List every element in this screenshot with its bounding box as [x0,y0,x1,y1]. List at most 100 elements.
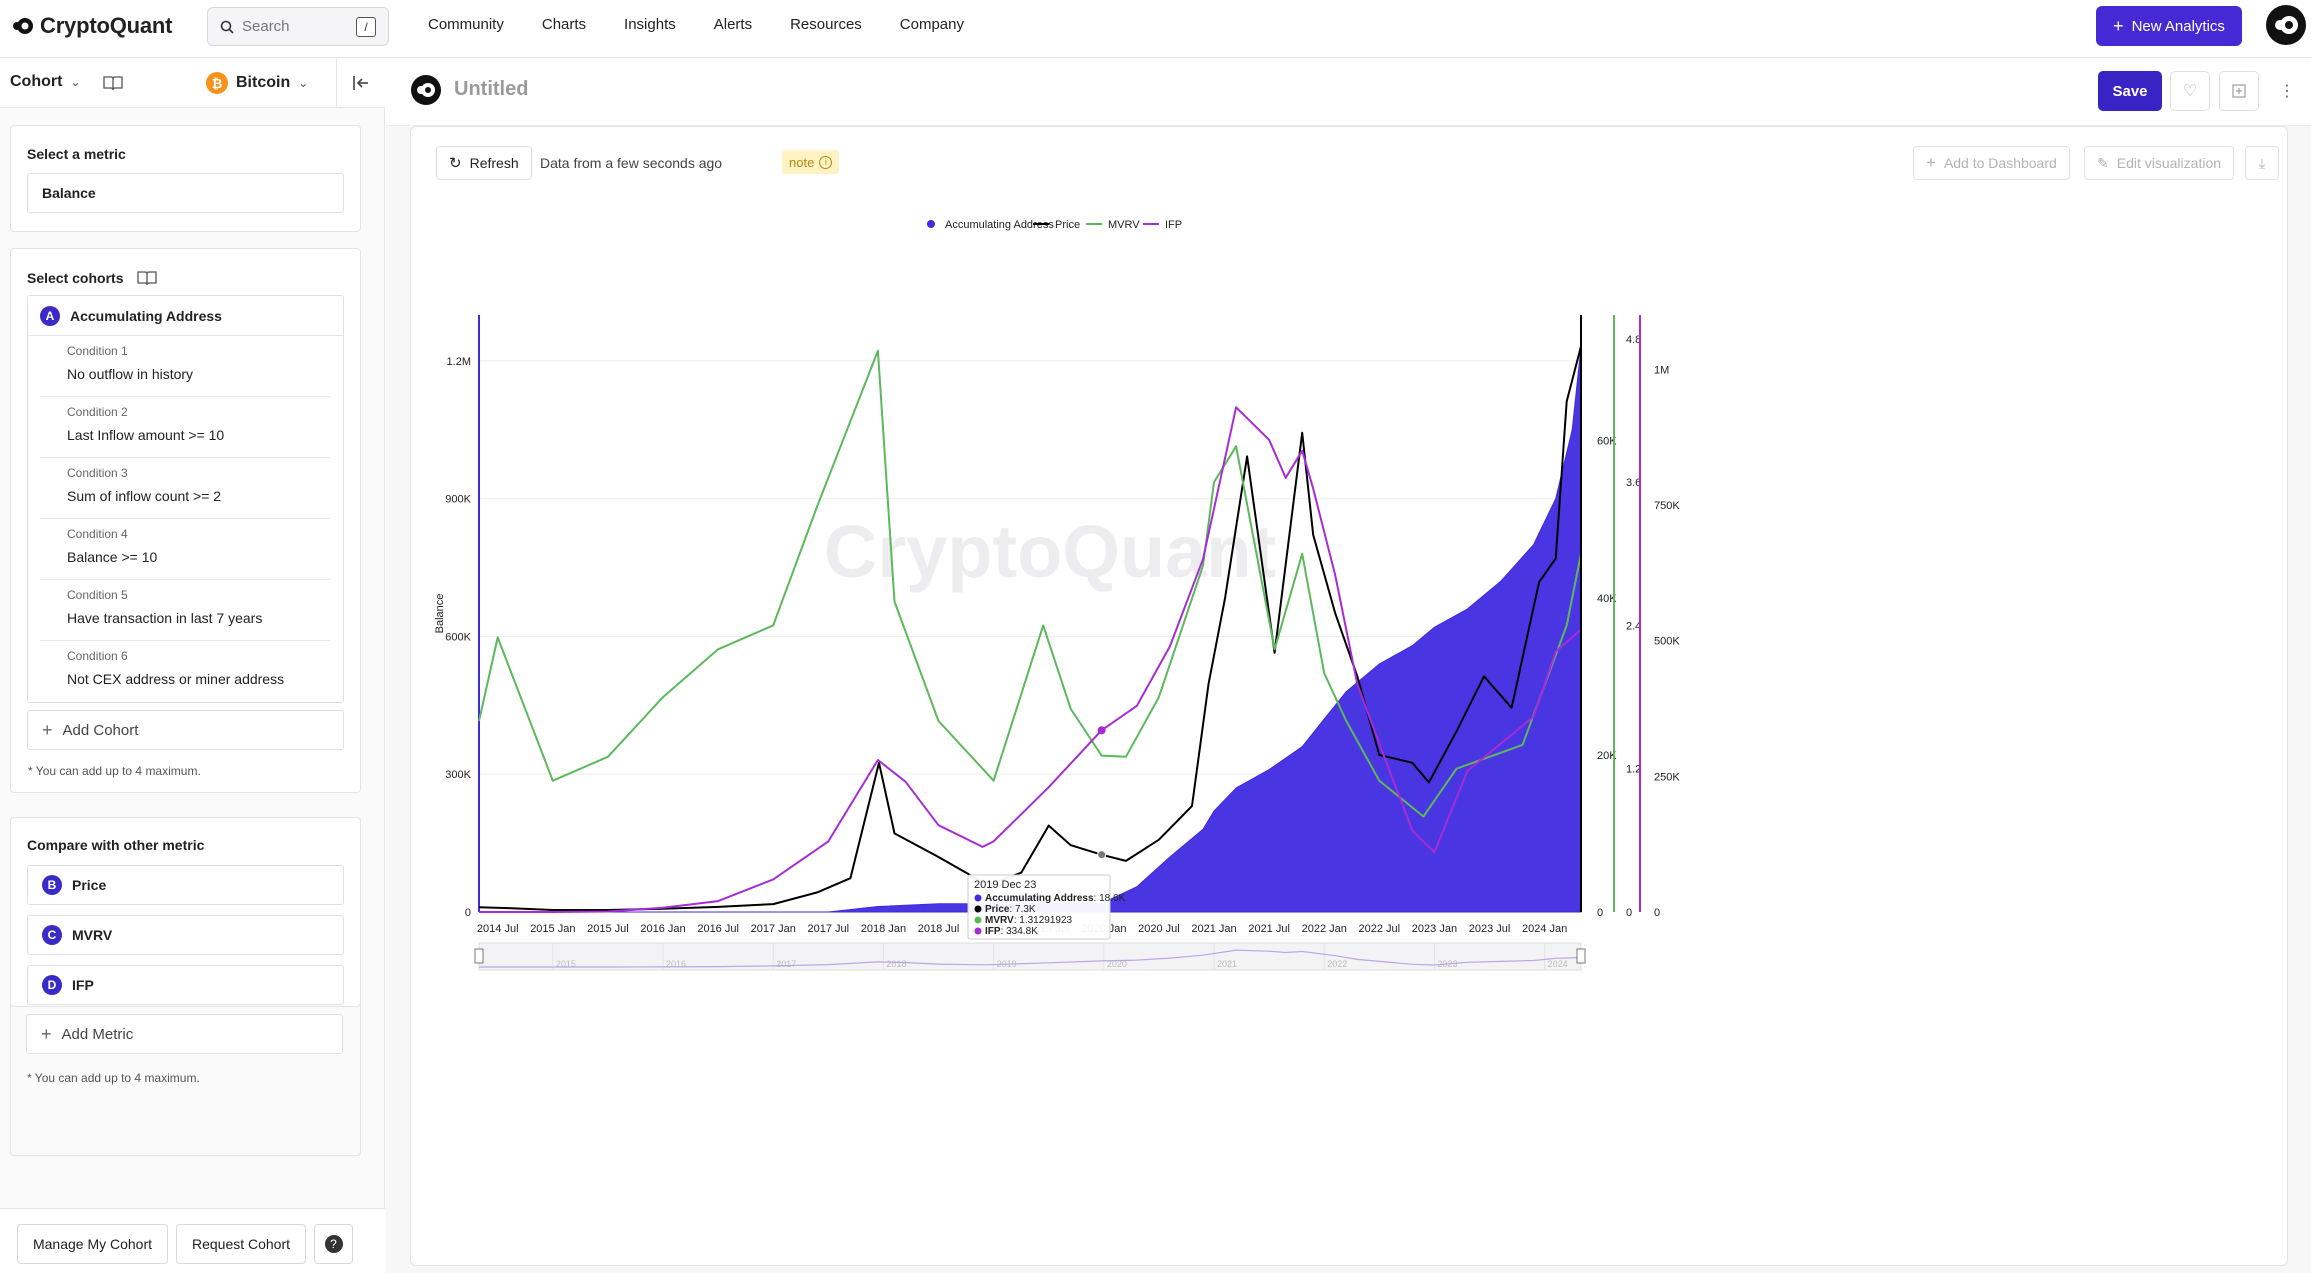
x-tick-label: 2021 Jan [1191,923,1236,935]
mvrv-tick-label: 4.8 [1626,334,1641,346]
new-analytics-button[interactable]: + New Analytics [2096,6,2242,46]
y-tick-label: 1.2M [447,356,471,368]
refresh-button[interactable]: ↻ Refresh [436,146,532,180]
ifp-tick-label: 750K [1654,500,1680,512]
tooltip-marker [974,916,982,924]
asset-selector[interactable]: ₿ Bitcoin ⌄ [206,72,308,94]
tooltip-date: 2019 Dec 23 [974,879,1036,891]
add-cohort-button[interactable]: + Add Cohort [27,710,344,750]
mode-selector[interactable]: Cohort ⌄ [10,73,81,91]
metric-select[interactable]: Balance [27,173,344,213]
help-button[interactable]: ? [314,1224,353,1264]
mvrv-tick-label: 1.2 [1626,764,1641,776]
favorite-button[interactable]: ♡ [2170,71,2210,111]
collapse-sidebar-button[interactable] [336,58,385,108]
workspace-title[interactable]: Untitled [454,78,529,100]
x-tick-label: 2020 Jul [1138,923,1180,935]
user-avatar[interactable] [2266,5,2306,45]
y-tick-label: 600K [445,631,471,643]
cohort-card: A Accumulating Address Condition 1 No out… [27,295,344,703]
cohorts-section-title: Select cohorts [27,270,124,286]
condition-item[interactable]: Condition 1 No outflow in history [40,336,330,397]
heart-icon: ♡ [2182,83,2198,100]
compare-metric-price[interactable]: B Price [27,865,344,905]
top-navbar: CryptoQuant Search / Community Charts In… [0,0,2311,58]
y-tick-label: 900K [445,494,471,506]
chart-tooltip [967,874,1111,940]
mvrv-tick-label: 0 [1626,907,1632,919]
condition-item[interactable]: Condition 4 Balance >= 10 [40,519,330,580]
condition-item[interactable]: Condition 2 Last Inflow amount >= 10 [40,397,330,458]
series-accumulating-area [479,347,1582,913]
download-button[interactable]: ⤓ [2245,146,2279,180]
chevron-down-icon: ⌄ [298,76,309,90]
condition-title: Condition 5 [67,588,128,602]
cryptoquant-logo[interactable]: CryptoQuant [12,13,172,39]
tooltip-marker [974,927,982,935]
condition-value: Have transaction in last 7 years [67,610,263,626]
navigator-handle [1576,948,1586,964]
note-label: note [789,154,815,170]
compare-metric-mvrv[interactable]: C MVRV [27,915,344,955]
compare-metric-ifp[interactable]: D IFP [27,965,344,1005]
condition-item[interactable]: Condition 3 Sum of inflow count >= 2 [40,458,330,519]
sidebar-header: Cohort ⌄ ₿ Bitcoin ⌄ [0,58,385,108]
more-options-button[interactable]: ⋮ [2267,71,2307,111]
kebab-icon: ⋮ [2279,83,2295,100]
price-tick-label: 20K [1597,750,1617,762]
navigator-tick-label: 2024 [1548,959,1568,969]
x-tick-label: 2016 Jan [640,923,685,935]
note-badge[interactable]: note i [782,150,840,174]
navigator-handle [474,948,484,964]
tooltip-marker [974,894,982,902]
x-tick-label: 2023 Jan [1412,923,1457,935]
refresh-icon: ↻ [449,155,462,172]
workspace-logo-icon [411,75,441,105]
nav-insights[interactable]: Insights [624,16,676,33]
nav-company[interactable]: Company [899,16,964,33]
condition-item[interactable]: Condition 6 Not CEX address or miner addr… [40,641,330,702]
x-tick-label: 2015 Jan [530,923,575,935]
nav-alerts[interactable]: Alerts [713,16,753,33]
condition-value: Balance >= 10 [67,549,158,565]
x-tick-label: 2022 Jul [1359,923,1401,935]
chart-svg[interactable]: Accumulating Address Price MVRV IFP 0 300K 600… [411,195,2287,1255]
nav-resources[interactable]: Resources [790,16,862,33]
condition-value: Not CEX address or miner address [67,671,285,687]
new-analytics-label: New Analytics [2131,17,2225,35]
save-button[interactable]: Save [2098,71,2162,111]
cohort-header[interactable]: A Accumulating Address [28,296,343,336]
mode-label: Cohort [10,73,63,90]
metric-name: MVRV [72,927,113,943]
book-icon[interactable] [103,75,123,91]
metric-badge: C [42,925,62,945]
add-to-dashboard-button[interactable]: + Add to Dashboard [1913,146,2070,180]
request-cohort-button[interactable]: Request Cohort [176,1224,306,1264]
compare-panel: Compare with other metric B Price C MVRV D… [10,817,361,1007]
search-input[interactable]: Search / [207,7,389,46]
x-tick-label: 2021 Jul [1248,923,1290,935]
nav-community[interactable]: Community [428,16,504,33]
tooltip-row: Price: 7.3K [985,904,1036,915]
nav-charts[interactable]: Charts [541,16,587,33]
x-tick-label: 2014 Jul [477,923,519,935]
tooltip-row: Accumulating Address: 18.6K [985,893,1126,904]
add-dashboard-label: Add to Dashboard [1943,155,2057,171]
manage-cohort-button[interactable]: Manage My Cohort [17,1224,168,1264]
legend-marker [927,220,935,228]
navigator-tick-label: 2021 [1217,959,1237,969]
condition-title: Condition 4 [67,527,128,541]
main-nav: Community Charts Insights Alerts Resourc… [428,16,1002,33]
add-metric-button[interactable]: + Add Metric [26,1014,343,1054]
edit-visualization-button[interactable]: ✎ Edit visualization [2084,146,2235,180]
navigator-tick-label: 2022 [1327,959,1347,969]
cohort-badge: A [40,305,60,326]
download-icon: ⤓ [2258,154,2266,171]
compare-section-title: Compare with other metric [27,837,205,853]
bookmark-button[interactable] [2219,71,2259,111]
x-tick-label: 2016 Jul [697,923,739,935]
book-icon[interactable] [137,270,158,286]
navigator-tick-label: 2017 [776,959,796,969]
condition-item[interactable]: Condition 5 Have transaction in last 7 ye… [40,580,330,641]
avatar-logo-icon [2275,16,2298,34]
